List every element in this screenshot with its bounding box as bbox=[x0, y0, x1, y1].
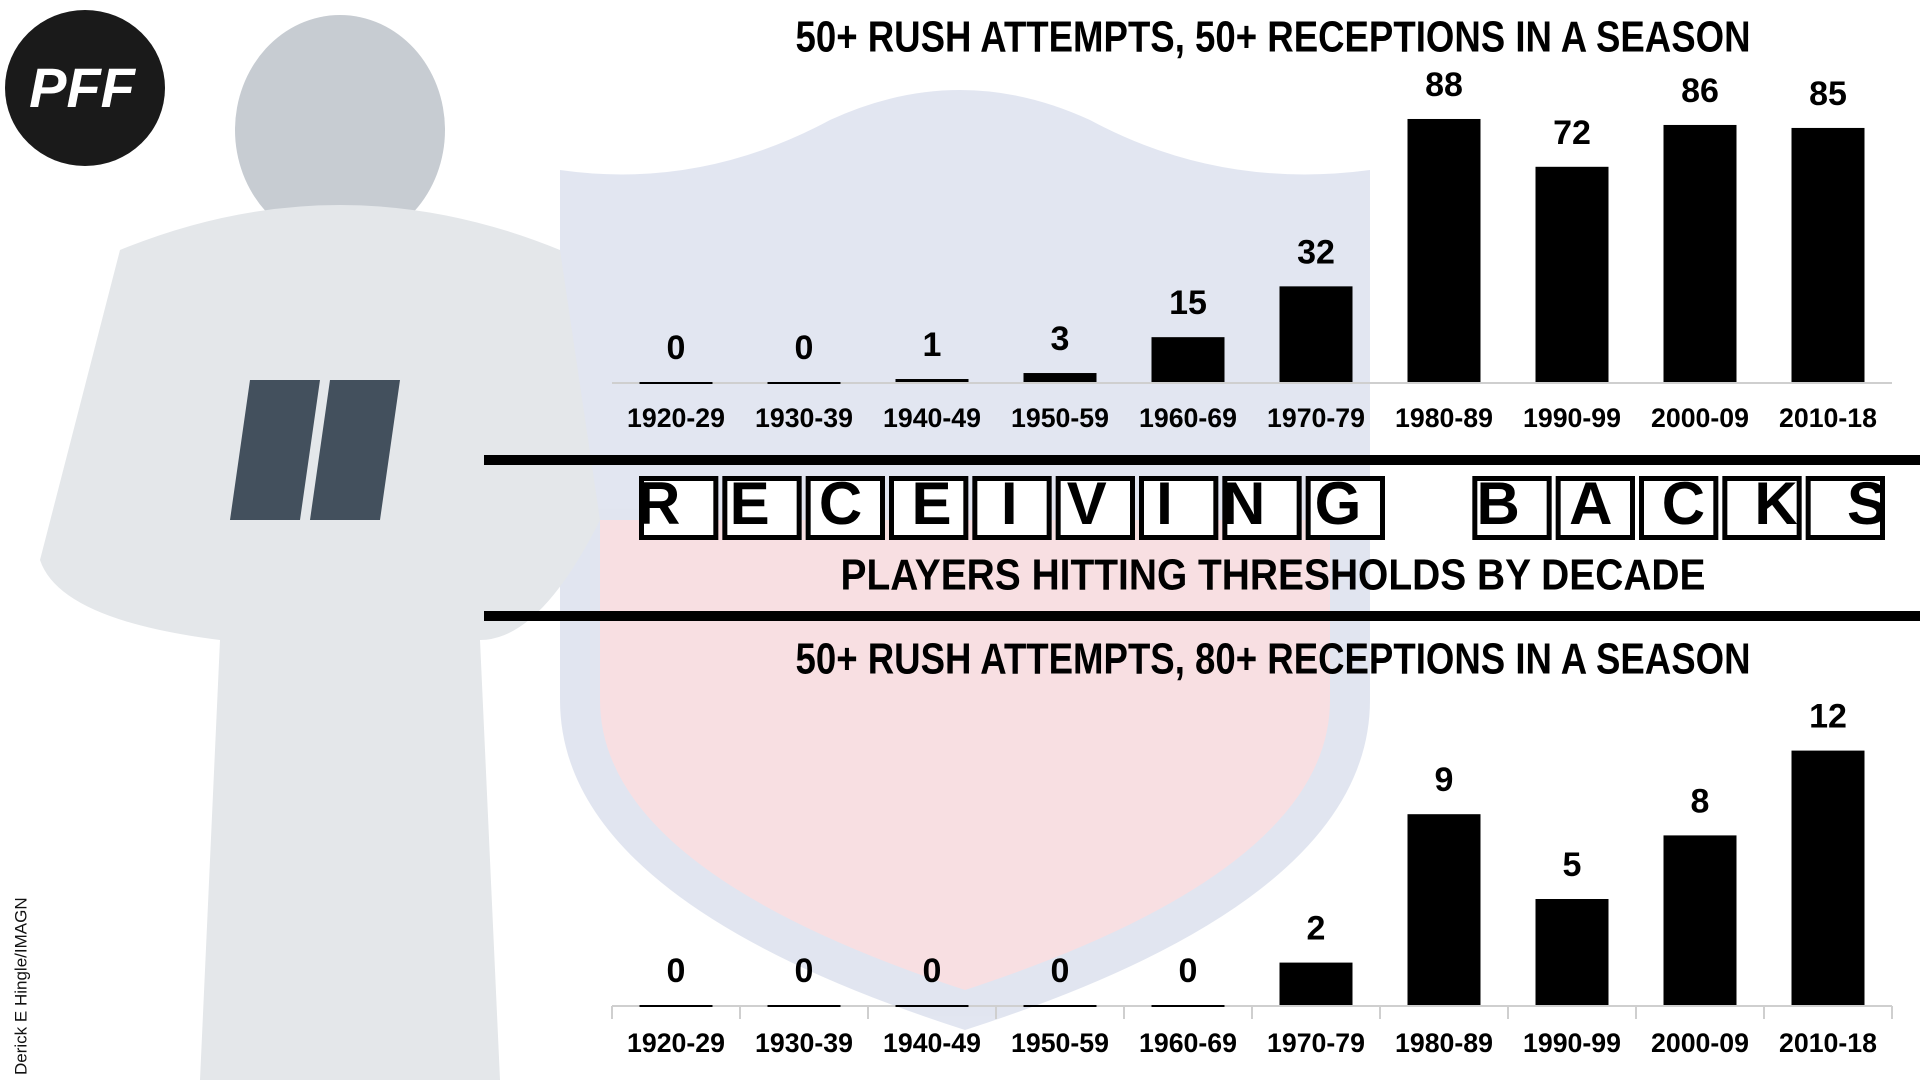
divider-line bbox=[484, 455, 1920, 465]
value-label: 3 bbox=[1051, 320, 1070, 358]
bar bbox=[1535, 166, 1609, 382]
x-tick-label: 2010-18 bbox=[1779, 403, 1877, 433]
bar bbox=[767, 382, 841, 384]
subtitle: PLAYERS HITTING THRESHOLDS BY DECADE bbox=[841, 551, 1706, 600]
x-tick-label: 1920-29 bbox=[627, 403, 725, 433]
title-tiles bbox=[639, 476, 1885, 540]
bar bbox=[1279, 962, 1353, 1005]
value-label: 86 bbox=[1681, 72, 1719, 110]
x-tick-label: 2000-09 bbox=[1651, 1028, 1749, 1058]
bar bbox=[639, 382, 713, 384]
bar bbox=[1535, 899, 1609, 1005]
value-label: 32 bbox=[1297, 233, 1335, 271]
logo-badge bbox=[5, 10, 165, 166]
x-tick-label: 1980-89 bbox=[1395, 1028, 1493, 1058]
bar bbox=[1663, 124, 1737, 382]
x-tick-label: 1990-99 bbox=[1523, 403, 1621, 433]
value-label: 2 bbox=[1307, 910, 1326, 948]
letter-tile-inner bbox=[1810, 481, 1880, 535]
chart-title: 50+ RUSH ATTEMPTS, 80+ RECEPTIONS IN A S… bbox=[796, 635, 1751, 684]
chart-title: 50+ RUSH ATTEMPTS, 50+ RECEPTIONS IN A S… bbox=[796, 13, 1751, 62]
letter-tile-inner bbox=[1644, 481, 1714, 535]
value-label: 72 bbox=[1553, 114, 1591, 152]
x-tick-label: 1980-89 bbox=[1395, 403, 1493, 433]
value-label: 12 bbox=[1809, 698, 1847, 736]
value-label: 85 bbox=[1809, 75, 1847, 113]
value-label: 0 bbox=[667, 952, 686, 990]
value-label: 1 bbox=[923, 326, 942, 364]
x-tick-label: 1940-49 bbox=[883, 403, 981, 433]
x-tick-label: 1930-39 bbox=[755, 1028, 853, 1058]
value-label: 5 bbox=[1563, 846, 1582, 884]
value-label: 0 bbox=[1051, 952, 1070, 990]
bar bbox=[895, 379, 969, 382]
letter-tile-inner bbox=[1560, 481, 1630, 535]
letter-tile-inner bbox=[1310, 481, 1380, 535]
value-label: 15 bbox=[1169, 284, 1207, 322]
x-tick-label: 1970-79 bbox=[1267, 403, 1365, 433]
value-label: 0 bbox=[795, 329, 814, 367]
value-label: 0 bbox=[795, 952, 814, 990]
x-tick-label: 1960-69 bbox=[1139, 403, 1237, 433]
main-title: RECEIVING BACKS bbox=[637, 470, 1887, 537]
letter-tile-inner bbox=[644, 481, 714, 535]
divider-line bbox=[484, 611, 1920, 621]
x-tick-label: 1990-99 bbox=[1523, 1028, 1621, 1058]
letter-tile-inner bbox=[1144, 481, 1214, 535]
bar bbox=[639, 1005, 713, 1007]
bar bbox=[767, 1005, 841, 1007]
value-label: 0 bbox=[1179, 952, 1198, 990]
value-label: 88 bbox=[1425, 66, 1463, 104]
x-tick-label: 1950-59 bbox=[1011, 1028, 1109, 1058]
logo: PFF bbox=[29, 56, 137, 119]
letter-tile-inner bbox=[810, 481, 880, 535]
bar bbox=[1407, 118, 1481, 382]
x-tick-label: 2000-09 bbox=[1651, 403, 1749, 433]
bar bbox=[1791, 127, 1865, 382]
letter-tile-inner bbox=[1477, 481, 1547, 535]
x-tick-label: 1920-29 bbox=[627, 1028, 725, 1058]
shield-backdrop bbox=[560, 90, 1370, 1030]
letter-tile-inner bbox=[727, 481, 797, 535]
x-tick-label: 1930-39 bbox=[755, 403, 853, 433]
x-tick-label: 2010-18 bbox=[1779, 1028, 1877, 1058]
x-tick-label: 1970-79 bbox=[1267, 1028, 1365, 1058]
x-tick-label: 1960-69 bbox=[1139, 1028, 1237, 1058]
letter-tile-inner bbox=[1227, 481, 1297, 535]
value-label: 0 bbox=[923, 952, 942, 990]
bar bbox=[1023, 1005, 1097, 1007]
photo-credit: Derick E Hingle/IMAGN bbox=[11, 897, 30, 1075]
bar bbox=[1151, 1005, 1225, 1007]
bar bbox=[1791, 750, 1865, 1005]
value-label: 0 bbox=[667, 329, 686, 367]
x-tick-label: 1940-49 bbox=[883, 1028, 981, 1058]
bar bbox=[1407, 814, 1481, 1005]
value-label: 8 bbox=[1691, 782, 1710, 820]
letter-tile-inner bbox=[977, 481, 1047, 535]
bar bbox=[895, 1005, 969, 1007]
letter-tile-inner bbox=[1727, 481, 1797, 535]
value-label: 9 bbox=[1435, 761, 1454, 799]
letter-tile-inner bbox=[894, 481, 964, 535]
bar bbox=[1279, 286, 1353, 382]
bar bbox=[1023, 373, 1097, 382]
letter-tile-inner bbox=[1060, 481, 1130, 535]
bar bbox=[1663, 835, 1737, 1005]
x-tick-label: 1950-59 bbox=[1011, 403, 1109, 433]
player-photo bbox=[40, 15, 600, 1080]
bar bbox=[1151, 337, 1225, 382]
